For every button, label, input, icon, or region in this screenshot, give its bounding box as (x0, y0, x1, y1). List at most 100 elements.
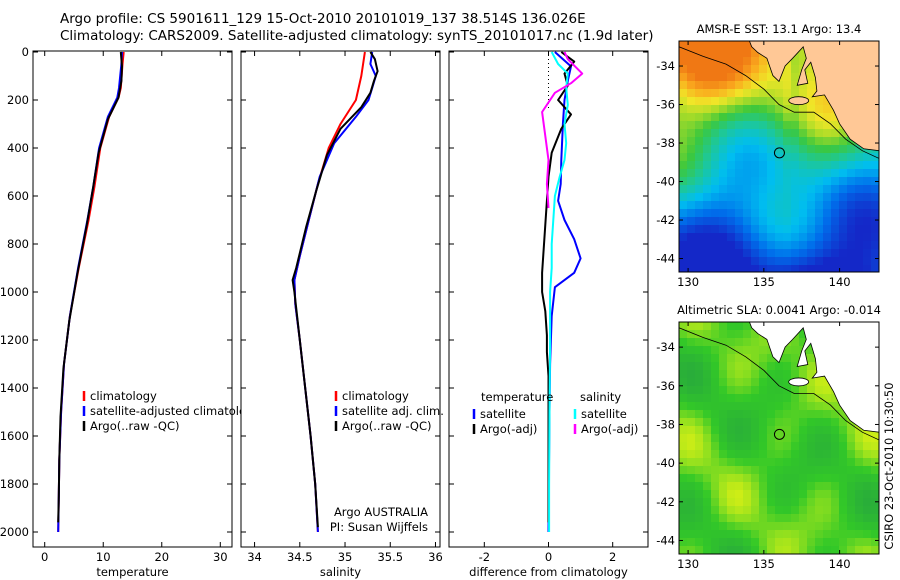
field-cell (807, 217, 816, 226)
field-cell (703, 81, 712, 90)
field-cell (735, 81, 744, 90)
field-cell (751, 209, 760, 218)
field-cell (775, 546, 784, 554)
field-cell (783, 209, 792, 218)
field-cell (711, 193, 720, 202)
field-cell (847, 201, 856, 210)
field-cell (711, 169, 720, 178)
field-cell (871, 506, 879, 515)
float-position-marker (773, 147, 785, 159)
field-cell (735, 346, 744, 355)
field-cell (759, 241, 768, 250)
field-cell (679, 378, 688, 387)
field-cell (791, 185, 800, 194)
field-cell (775, 161, 784, 170)
field-cell (759, 201, 768, 210)
field-cell (855, 514, 864, 523)
field-cell (719, 201, 728, 210)
field-cell (679, 113, 688, 122)
field-cell (871, 233, 879, 242)
field-cell (711, 482, 720, 491)
field-cell (799, 370, 808, 379)
field-cell (847, 514, 856, 523)
field-cell (735, 225, 744, 234)
field-cell (743, 97, 752, 106)
map-title: Altimetric SLA: 0.0041 Argo: -0.014 (677, 303, 881, 317)
field-cell (695, 201, 704, 210)
field-cell (871, 490, 879, 499)
field-cell (743, 530, 752, 539)
field-cell (823, 442, 832, 451)
field-cell (679, 426, 688, 435)
field-cell (791, 514, 800, 523)
field-cell (751, 362, 760, 371)
field-cell (775, 105, 784, 114)
field-cell (799, 249, 808, 258)
field-cell (871, 257, 879, 266)
field-cell (727, 41, 736, 50)
field-cell (791, 450, 800, 459)
field-cell (735, 169, 744, 178)
x-axis-label: salinity (320, 565, 361, 579)
field-cell (743, 241, 752, 250)
field-cell (767, 249, 776, 258)
x-tick-label: 10 (96, 550, 111, 564)
field-cell (719, 137, 728, 146)
field-cell (783, 370, 792, 379)
field-cell (871, 522, 879, 531)
field-cell (719, 217, 728, 226)
field-cell (839, 498, 848, 507)
field-cell (759, 418, 768, 427)
field-cell (751, 65, 760, 74)
field-cell (751, 121, 760, 130)
field-cell (743, 185, 752, 194)
field-cell (839, 538, 848, 547)
field-cell (695, 145, 704, 154)
field-cell (727, 546, 736, 554)
field-cell (719, 65, 728, 74)
field-cell (743, 129, 752, 138)
field-cell (863, 538, 872, 547)
field-cell (759, 105, 768, 114)
field-cell (783, 177, 792, 186)
field-cell (679, 209, 688, 218)
field-cell (727, 241, 736, 250)
field-cell (687, 113, 696, 122)
field-cell (815, 105, 824, 114)
field-cell (695, 185, 704, 194)
field-cell (735, 153, 744, 162)
field-cell (783, 193, 792, 202)
field-cell (719, 322, 728, 331)
field-cell (839, 546, 848, 554)
map-frame (678, 40, 880, 273)
field-cell (711, 41, 720, 50)
field-cell (679, 257, 688, 266)
field-cell (711, 233, 720, 242)
field-cell (695, 257, 704, 266)
field-cell (703, 257, 712, 266)
field-cell (807, 209, 816, 218)
field-cell (807, 546, 816, 554)
field-cell (711, 201, 720, 210)
field-cell (831, 265, 840, 272)
field-cell (727, 177, 736, 186)
field-cell (799, 498, 808, 507)
field-cell (855, 506, 864, 515)
field-cell (807, 89, 816, 98)
field-cell (863, 257, 872, 266)
field-cell (679, 370, 688, 379)
x-tick-label: 0 (545, 550, 552, 564)
field-cell (847, 522, 856, 531)
field-cell (711, 105, 720, 114)
field-cell (807, 265, 816, 272)
field-cell (687, 73, 696, 82)
series-line-argo-raw-qc- (291, 51, 379, 528)
field-cell (687, 97, 696, 106)
field-cell (703, 474, 712, 483)
field-cell (711, 129, 720, 138)
field-cell (855, 538, 864, 547)
field-cell (775, 418, 784, 427)
field-cell (863, 434, 872, 443)
field-cell (775, 201, 784, 210)
field-cell (807, 137, 816, 146)
